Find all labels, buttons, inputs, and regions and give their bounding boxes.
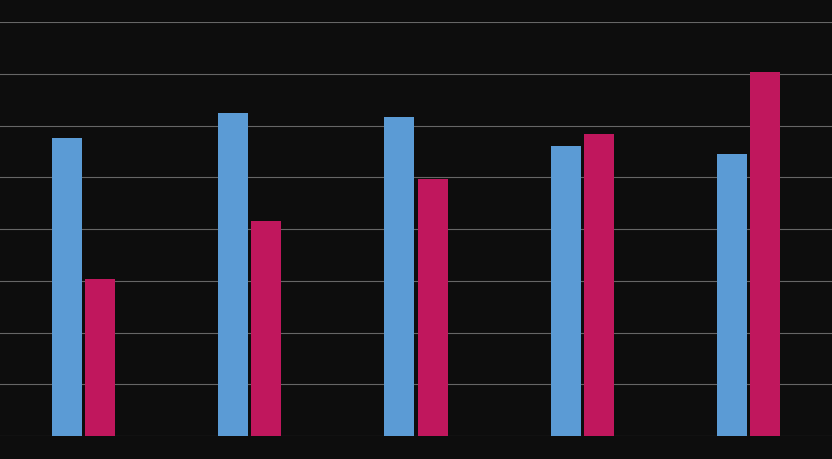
Bar (717, 155, 747, 436)
Bar (251, 221, 281, 436)
Bar (584, 134, 614, 436)
Bar (750, 73, 780, 436)
Bar (85, 279, 115, 436)
Bar (551, 147, 581, 436)
Bar (52, 139, 82, 436)
Bar (384, 118, 414, 436)
Bar (218, 114, 248, 436)
Bar (418, 180, 448, 436)
